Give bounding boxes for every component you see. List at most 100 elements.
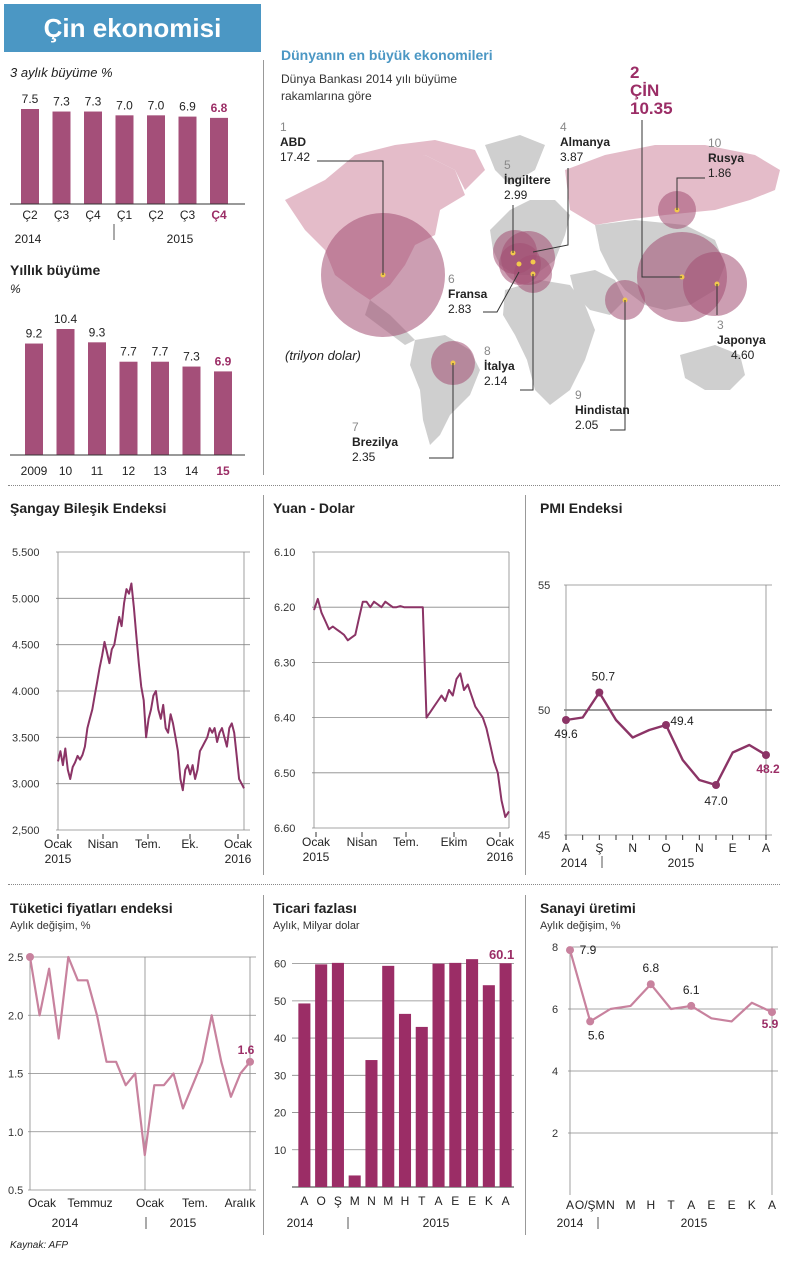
pmi-point-label: 47.0: [704, 794, 728, 808]
pmi-xtick-label: A: [762, 841, 770, 855]
annual-value-label: 7.7: [152, 345, 169, 359]
map-subtitle-line2: rakamlarına göre: [281, 89, 372, 103]
pmi-point: [712, 781, 720, 789]
pmi-year-2015: 2015: [668, 856, 695, 870]
trade-ytick-label: 60: [274, 959, 286, 971]
leader-lines: [317, 120, 718, 459]
quarterly-bar: [210, 117, 228, 204]
cpi-xtick-label: Ocak: [28, 1196, 57, 1210]
industry-xtick-label: A: [566, 1198, 574, 1212]
leader-rusya: [676, 177, 705, 210]
pmi-point: [662, 721, 670, 729]
pmi-ytick-label: 55: [538, 580, 550, 592]
pmi-xtick-label: N: [695, 841, 704, 855]
cpi-series-line: [28, 955, 251, 1157]
map-land-russia: [565, 145, 780, 225]
annual-bar: [182, 366, 201, 455]
pmi-xtick-label: O: [661, 841, 670, 855]
shanghai-xtick-label: Ocak: [224, 837, 253, 851]
label-hindistan: 9 Hindistan 2.05: [575, 388, 630, 432]
shanghai-ytick-label: 5.500: [12, 547, 40, 559]
quarterly-value-label: 7.3: [85, 95, 102, 109]
pmi-xtick-label: A: [562, 841, 570, 855]
shanghai-title: Şangay Bileşik Endeksi: [10, 500, 167, 516]
trade-xtick-label: E: [451, 1194, 459, 1208]
industry-point-label: 6.8: [642, 961, 659, 975]
industry-year-2014: 2014: [557, 1216, 584, 1230]
pmi-point: [562, 716, 570, 724]
trade-bar: [382, 965, 395, 1187]
yuan-series-line: [313, 597, 510, 818]
pmi-ytick-label: 45: [538, 830, 550, 842]
world-map: (trilyon dolar): [285, 120, 780, 459]
cpi-xtick-label: Ocak: [136, 1196, 165, 1210]
industry-xtick-label: O/ŞM: [575, 1198, 606, 1212]
cpi-year-2015: 2015: [170, 1216, 197, 1230]
label-cin: 2 ÇİN 10.35: [630, 63, 673, 118]
industry-ytick-label: 6: [552, 1004, 558, 1016]
industry-xtick-label: K: [748, 1198, 756, 1212]
annual-bar: [56, 329, 75, 455]
map-title: Dünyanın en büyük ekonomileri: [281, 47, 493, 63]
row3-divider-b: [525, 895, 526, 1235]
trade-year-2014: 2014: [287, 1216, 314, 1230]
annual-value-label: 7.3: [183, 350, 200, 364]
quarterly-year-2014: 2014: [15, 232, 42, 246]
leader-fransa: [483, 271, 520, 313]
label-ingiltere: 5 İngiltere 2.99: [504, 158, 551, 202]
pmi-title: PMI Endeksi: [540, 500, 623, 516]
row2-divider-a: [263, 495, 264, 875]
yuan-xtick-label: Tem.: [393, 835, 419, 849]
shanghai-ytick-label: 3.000: [12, 779, 40, 791]
trade-xtick-label: N: [367, 1194, 376, 1208]
industry-xtick-label: M: [626, 1198, 636, 1212]
cpi-ytick-label: 1.0: [8, 1127, 23, 1139]
trade-ytick-label: 50: [274, 996, 286, 1008]
annual-value-label: 10.4: [54, 312, 78, 326]
dot-fransa: [516, 261, 522, 267]
pmi-point-label: 50.7: [592, 670, 616, 684]
industry-point-label: 6.1: [683, 983, 700, 997]
pmi-ytick-label: 50: [538, 705, 550, 717]
trade-xtick-label: H: [401, 1194, 410, 1208]
shanghai-chart: 5.5005.0004.5004.0003.5003.0002,500Ocak2…: [12, 547, 253, 866]
annual-bar: [88, 342, 106, 455]
pmi-year-2014: 2014: [561, 856, 588, 870]
trade-xtick-label: M: [350, 1194, 360, 1208]
label-abd: 1 ABD 17.42: [280, 120, 311, 164]
pmi-xtick-label: N: [628, 841, 637, 855]
shanghai-ytick-label: 2,500: [12, 825, 40, 837]
pmi-series-line: [565, 691, 767, 787]
shanghai-xtick-label: Nisan: [88, 837, 119, 851]
quarterly-bar: [178, 116, 197, 204]
cpi-xtick-label: Aralık: [225, 1196, 257, 1210]
trade-xtick-label: K: [485, 1194, 493, 1208]
trade-xtick-label: T: [418, 1194, 426, 1208]
trade-bar: [315, 964, 328, 1187]
cpi-point: [246, 1057, 254, 1066]
yuan-ytick-label: 6.30: [274, 657, 295, 669]
quarterly-category-label: Ç3: [54, 208, 70, 222]
industry-xtick-label: E: [707, 1198, 715, 1212]
yuan-ytick-label: 6.10: [274, 547, 295, 559]
industry-point: [768, 1008, 776, 1017]
annual-bar: [25, 343, 43, 455]
cpi-subtitle: Aylık değişim, %: [10, 920, 91, 932]
trade-title: Ticari fazlası: [273, 900, 357, 916]
pmi-point: [762, 751, 770, 759]
shanghai-series-line: [57, 582, 245, 792]
quarterly-bar: [52, 111, 71, 204]
industry-ytick-label: 8: [552, 942, 558, 954]
trade-bar: [466, 959, 479, 1187]
pmi-xtick-label: Ş: [595, 841, 603, 855]
annual-category-label: 2009: [21, 464, 48, 478]
annual-title: Yıllık büyüme: [10, 262, 101, 278]
shanghai-ytick-label: 4.500: [12, 640, 40, 652]
industry-point: [687, 1001, 696, 1010]
trade-xtick-label: A: [435, 1194, 443, 1208]
trade-bar: [432, 963, 445, 1187]
cpi-ytick-label: 0.5: [8, 1185, 23, 1197]
shanghai-ytick-label: 5.000: [12, 593, 40, 605]
